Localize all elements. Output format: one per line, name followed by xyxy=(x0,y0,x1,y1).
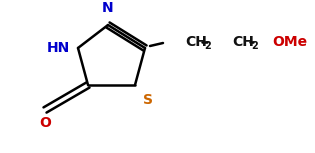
Text: CH: CH xyxy=(232,35,254,49)
Text: O: O xyxy=(39,116,51,130)
Text: S: S xyxy=(143,93,153,107)
Text: OMe: OMe xyxy=(272,35,307,49)
Text: 2: 2 xyxy=(251,41,258,51)
Text: HN: HN xyxy=(47,41,70,55)
Text: CH: CH xyxy=(185,35,207,49)
Text: N: N xyxy=(102,1,114,15)
Text: 2: 2 xyxy=(204,41,211,51)
